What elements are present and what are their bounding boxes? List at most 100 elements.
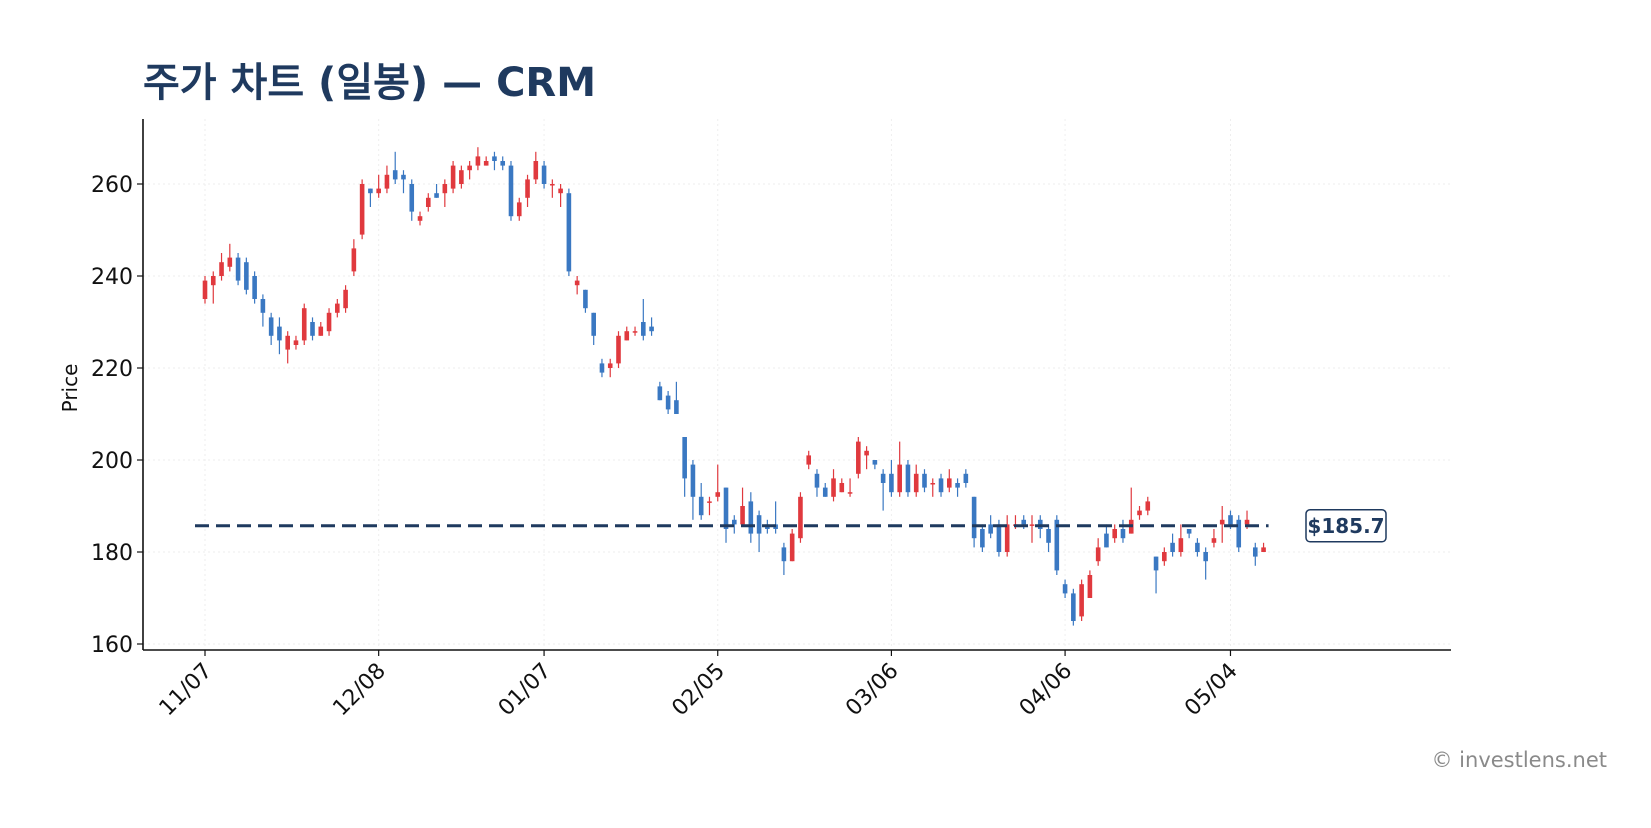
candle-body [550,184,555,186]
candle [401,170,406,194]
candle-body [963,473,969,483]
candle-body [624,331,630,341]
reference-badge-box [1305,509,1387,543]
candle-body [293,340,299,345]
candle-body [392,170,398,180]
candle-body [1178,538,1184,552]
candle-body [947,478,952,488]
candle [889,460,894,497]
candle-body [1145,501,1151,511]
candle [368,188,373,207]
candle-body [1252,547,1258,557]
candle-body [1228,515,1233,525]
candle [698,483,704,520]
candle-body [665,395,671,410]
candle [1112,524,1117,543]
candle-body [789,533,795,562]
candle-body [301,308,307,341]
y-ticks: 160 180 200 220 240 260 [91,173,143,658]
candle-body [889,473,894,493]
candle [293,335,299,350]
candle-body [938,478,944,493]
candle-body [500,161,506,166]
candle-body [244,262,249,290]
candle-body [227,257,233,267]
candle [574,276,580,295]
x-ticks: 11/07 12/08 01/07 02/05 03/06 04/06 05/04 [155,650,1243,721]
candle-body [318,326,324,336]
candle [789,529,795,562]
candle [244,257,249,295]
candle [1137,506,1142,520]
candle [227,243,233,272]
candle-body [690,464,696,497]
candle [335,299,340,318]
candle-body [748,501,754,534]
candle [897,441,902,497]
candle [359,179,365,240]
candle-body [707,501,712,503]
candle [566,188,572,276]
candle [285,331,290,364]
candle [260,294,266,327]
candle-body [508,165,514,217]
candle-body [864,450,869,456]
candle-body [442,184,448,194]
candle [1145,496,1151,516]
candle [723,487,729,543]
candle [351,239,357,276]
candle [922,469,927,493]
candle [674,381,679,414]
candle [1211,529,1217,548]
candle-body [980,529,985,548]
candle-body [649,326,654,332]
candle-body [1236,519,1242,548]
grid-layer [143,119,1451,650]
candle [1162,547,1167,566]
y-tick-label: 260 [91,173,133,198]
candle-body [1071,593,1076,621]
candle [475,147,481,171]
candle [657,381,663,401]
x-tick-label: 12/08 [328,659,391,722]
candle [1104,524,1109,548]
candle [822,483,828,497]
candle-body [541,165,547,184]
candle [1120,519,1126,543]
candle-body [822,487,828,497]
candle-body [1162,552,1167,562]
candle [839,478,845,493]
candle-body [326,312,332,332]
candle [980,524,985,552]
candle [550,179,555,198]
candle [1153,556,1159,594]
x-tick-label: 02/05 [667,659,730,722]
candle [938,473,944,497]
axis-layer [142,119,1451,651]
candle-body [359,184,365,235]
candle-body [343,289,348,309]
candle-body [516,202,522,217]
candle [1261,542,1266,552]
candle-body [731,519,737,525]
candle [483,156,489,166]
candle [856,437,861,479]
candle [277,317,282,355]
candle-body [434,193,439,198]
candle [417,211,423,226]
candle [459,165,464,189]
reference-badge: $185.7 [1305,509,1387,543]
candle [508,161,514,221]
candle [930,478,936,497]
candle-body [740,506,745,525]
candle [905,460,911,497]
candle-body [1087,575,1093,598]
candle [641,299,646,341]
candle [450,161,456,194]
candle-body [1203,552,1208,562]
candle-body [1062,584,1068,594]
candle-body [417,216,423,221]
candle [872,460,878,470]
candle-body [814,473,820,488]
candle [798,492,803,543]
